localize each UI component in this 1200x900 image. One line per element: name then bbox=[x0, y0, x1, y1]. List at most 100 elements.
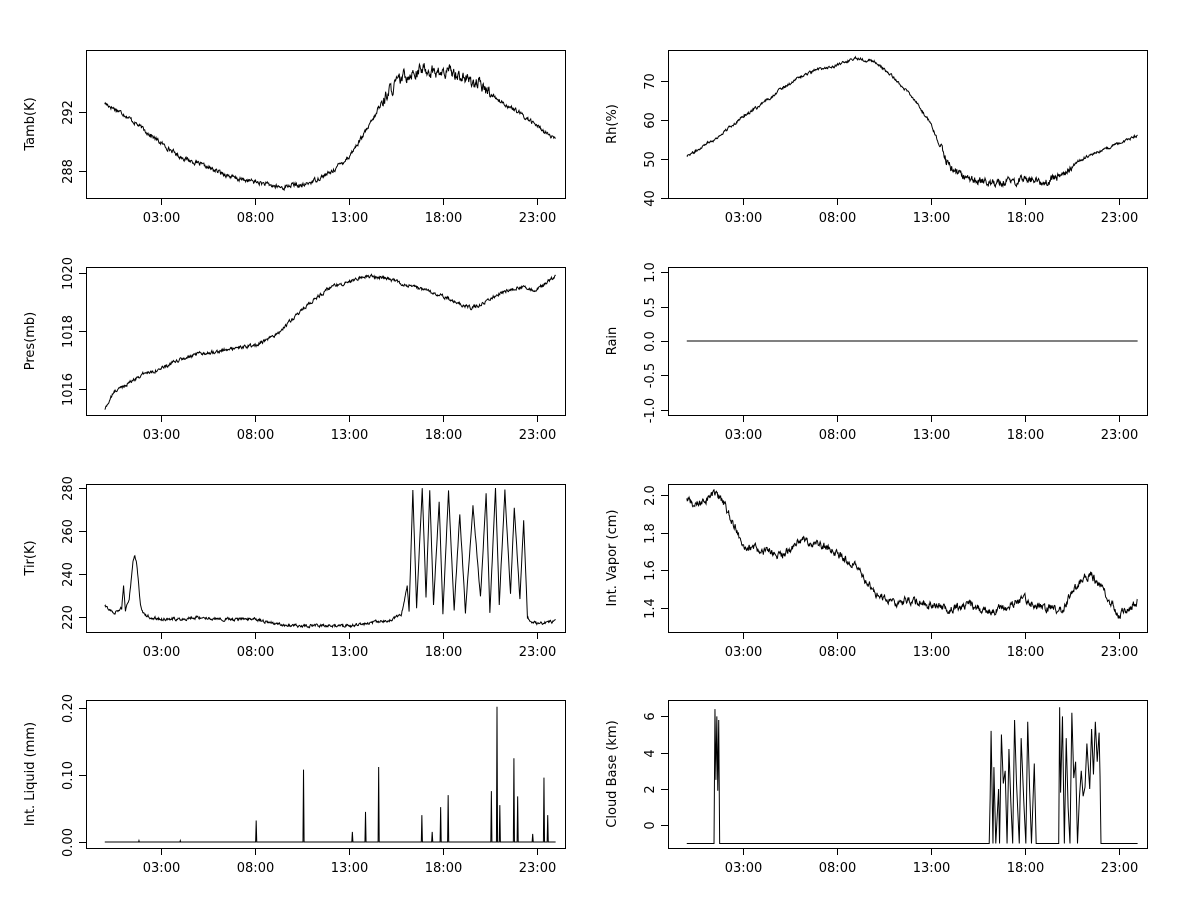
y-tick-label: 1018 bbox=[61, 315, 76, 348]
x-tick-label: 08:00 bbox=[237, 211, 274, 226]
y-tick-label: 4 bbox=[643, 749, 658, 757]
x-tick-label: 23:00 bbox=[1101, 428, 1138, 443]
x-tick-label: 13:00 bbox=[913, 211, 950, 226]
y-tick-label: 280 bbox=[61, 476, 76, 501]
plot-frame bbox=[86, 267, 566, 416]
x-tick-label: 08:00 bbox=[237, 428, 274, 443]
panel-2: 03:00 08:00 13:00 18:00 23:00 40 50 60 70 Rh(%) bbox=[605, 50, 1148, 226]
plot-frame bbox=[86, 700, 566, 849]
y-tick-label: 220 bbox=[61, 605, 76, 630]
y-tick-label: 6 bbox=[643, 712, 658, 720]
plot-frame bbox=[668, 700, 1148, 849]
x-tick-label: 13:00 bbox=[913, 428, 950, 443]
x-tick-label: 23:00 bbox=[519, 861, 556, 876]
y-tick-label: 2.0 bbox=[643, 485, 658, 506]
x-tick-label: 03:00 bbox=[725, 861, 762, 876]
plot-frame bbox=[668, 50, 1148, 199]
x-tick-label: 03:00 bbox=[725, 211, 762, 226]
y-tick-label: 288 bbox=[61, 159, 76, 184]
x-tick-label: 18:00 bbox=[425, 645, 462, 660]
x-tick-label: 23:00 bbox=[519, 645, 556, 660]
y-tick-label: 240 bbox=[61, 562, 76, 587]
y-tick-label: 260 bbox=[61, 519, 76, 544]
x-tick-label: 13:00 bbox=[331, 861, 368, 876]
x-tick-label: 18:00 bbox=[425, 428, 462, 443]
y-tick-label: 50 bbox=[643, 151, 658, 168]
series-line bbox=[104, 273, 556, 410]
y-tick-label: 1016 bbox=[61, 373, 76, 406]
x-tick-label: 18:00 bbox=[425, 861, 462, 876]
y-tick-label: 40 bbox=[643, 190, 658, 207]
panel-7: 03:00 08:00 13:00 18:00 23:00 0.00 0.10 0.20 Int… bbox=[23, 694, 566, 876]
y-tick-label: 2 bbox=[643, 785, 658, 793]
y-axis-label: Pres(mb) bbox=[23, 312, 38, 371]
y-tick-label: 0.0 bbox=[643, 331, 658, 352]
x-tick-label: 18:00 bbox=[1007, 861, 1044, 876]
x-tick-label: 03:00 bbox=[143, 428, 180, 443]
panel-8: 03:00 08:00 13:00 18:00 23:00 0 2 4 6 Cloud Base … bbox=[605, 700, 1148, 876]
x-tick-label: 13:00 bbox=[913, 861, 950, 876]
y-tick-label: 1.6 bbox=[643, 560, 658, 581]
series-line bbox=[686, 488, 1138, 619]
y-axis-label: Int. Vapor (cm) bbox=[605, 510, 620, 607]
x-tick-label: 08:00 bbox=[819, 211, 856, 226]
y-tick-label: 1.0 bbox=[643, 262, 658, 283]
y-tick-label: 0.20 bbox=[61, 694, 76, 723]
series-line bbox=[686, 707, 1138, 844]
x-tick-label: 03:00 bbox=[725, 428, 762, 443]
x-tick-label: 23:00 bbox=[1101, 861, 1138, 876]
series-line bbox=[104, 62, 556, 192]
plot-frame bbox=[86, 50, 566, 199]
x-tick-label: 03:00 bbox=[143, 211, 180, 226]
x-tick-label: 23:00 bbox=[519, 428, 556, 443]
x-tick-label: 18:00 bbox=[1007, 428, 1044, 443]
x-tick-label: 23:00 bbox=[519, 211, 556, 226]
x-tick-label: 13:00 bbox=[331, 428, 368, 443]
x-tick-label: 03:00 bbox=[143, 645, 180, 660]
panel-1: 03:00 08:00 13:00 18:00 23:00 288 292 Tamb(K) bbox=[23, 50, 566, 226]
y-tick-label: -1.0 bbox=[643, 398, 658, 423]
x-tick-label: 18:00 bbox=[425, 211, 462, 226]
plot-frame bbox=[668, 267, 1148, 416]
x-tick-label: 08:00 bbox=[237, 861, 274, 876]
x-tick-label: 08:00 bbox=[819, 645, 856, 660]
y-axis-label: Rain bbox=[605, 327, 620, 356]
y-axis-label: Int. Liquid (mm) bbox=[23, 722, 38, 826]
y-tick-label: -0.5 bbox=[643, 363, 658, 388]
series-line bbox=[104, 706, 556, 843]
y-axis-label: Rh(%) bbox=[605, 104, 620, 144]
x-tick-label: 03:00 bbox=[725, 645, 762, 660]
y-tick-label: 0.5 bbox=[643, 297, 658, 318]
panel-3: 03:00 08:00 13:00 18:00 23:00 1016 1018 1020 Pre… bbox=[23, 257, 566, 443]
x-tick-label: 03:00 bbox=[143, 861, 180, 876]
x-tick-label: 18:00 bbox=[1007, 645, 1044, 660]
y-tick-label: 60 bbox=[643, 112, 658, 129]
x-tick-label: 08:00 bbox=[819, 428, 856, 443]
panel-4: 03:00 08:00 13:00 18:00 23:00 -1.0 -0.5 0.0 0.5 1… bbox=[605, 262, 1148, 443]
panel-6: 03:00 08:00 13:00 18:00 23:00 1.4 1.6 1.8 2.0 Int… bbox=[605, 484, 1148, 660]
x-tick-label: 18:00 bbox=[1007, 211, 1044, 226]
y-axis-label: Cloud Base (km) bbox=[605, 720, 620, 827]
x-tick-label: 13:00 bbox=[331, 645, 368, 660]
y-tick-label: 292 bbox=[61, 100, 76, 125]
series-line bbox=[686, 55, 1138, 189]
x-tick-label: 13:00 bbox=[331, 211, 368, 226]
x-tick-label: 08:00 bbox=[819, 861, 856, 876]
x-tick-label: 08:00 bbox=[237, 645, 274, 660]
y-tick-label: 0.10 bbox=[61, 761, 76, 790]
x-tick-label: 13:00 bbox=[913, 645, 950, 660]
y-tick-label: 0.00 bbox=[61, 828, 76, 857]
plot-frame bbox=[668, 484, 1148, 633]
y-axis-label: Tir(K) bbox=[23, 540, 38, 576]
y-tick-label: 0 bbox=[643, 821, 658, 829]
y-tick-label: 1020 bbox=[61, 257, 76, 290]
y-tick-label: 1.4 bbox=[643, 598, 658, 619]
y-axis-label: Tamb(K) bbox=[23, 97, 38, 151]
x-tick-label: 23:00 bbox=[1101, 645, 1138, 660]
plot-frame bbox=[86, 484, 566, 633]
x-tick-label: 23:00 bbox=[1101, 211, 1138, 226]
series-line bbox=[104, 487, 556, 629]
y-tick-label: 1.8 bbox=[643, 523, 658, 544]
y-tick-label: 70 bbox=[643, 73, 658, 90]
